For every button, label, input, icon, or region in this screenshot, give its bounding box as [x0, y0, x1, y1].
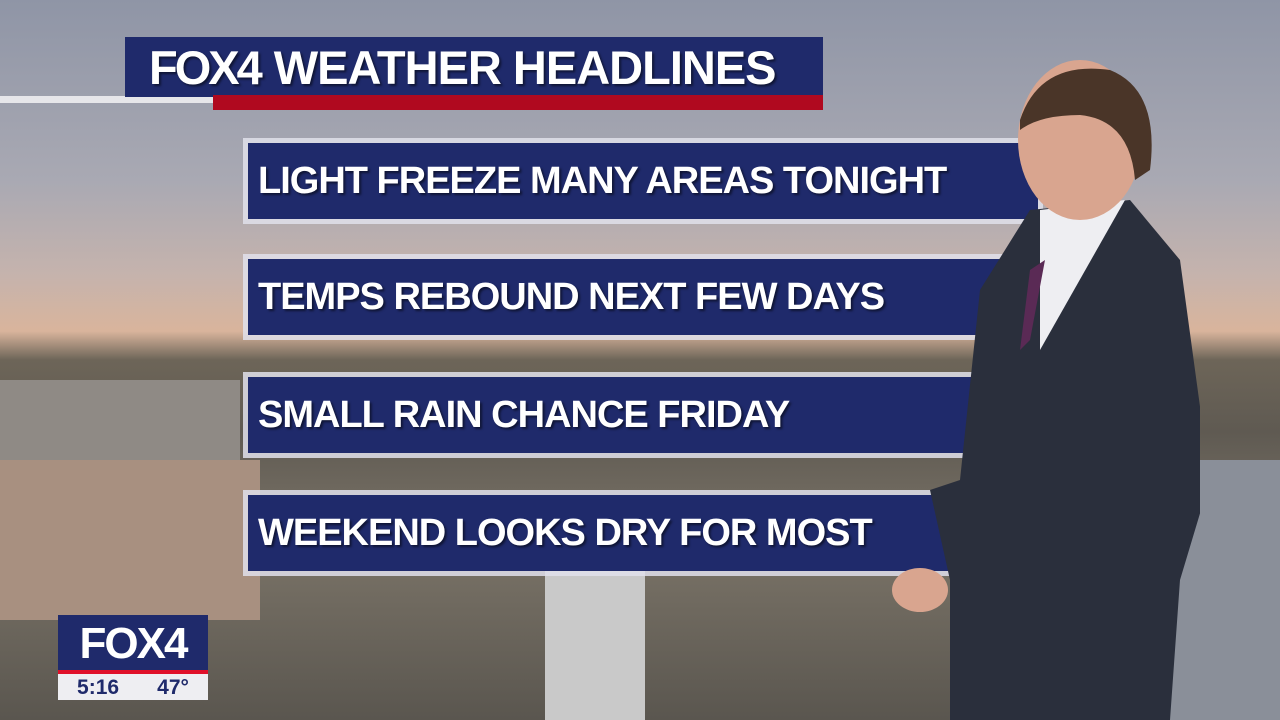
building: [545, 570, 645, 720]
headline-3: SMALL RAIN CHANCE FRIDAY: [243, 372, 1043, 458]
header-accent-line: [0, 96, 213, 103]
building: [0, 380, 240, 460]
bug-divider: [58, 670, 208, 674]
building: [0, 460, 260, 620]
headline-1: LIGHT FREEZE MANY AREAS TONIGHT: [243, 138, 1043, 224]
headline-text: SMALL RAIN CHANCE FRIDAY: [248, 377, 1038, 453]
current-temperature: 47°: [157, 676, 189, 699]
page-title: WEATHER HEADLINES: [273, 41, 777, 94]
clock-time: 5:16: [77, 676, 120, 699]
header-red-bar: [213, 95, 823, 110]
fox4-logo: FOX4: [149, 41, 263, 94]
station-bug: FOX4 5:16 47°: [58, 615, 208, 700]
header-banner: FOX4 WEATHER HEADLINES: [125, 37, 823, 97]
headline-4: WEEKEND LOOKS DRY FOR MOST: [243, 490, 1043, 576]
headline-2: TEMPS REBOUND NEXT FEW DAYS: [243, 254, 1043, 340]
fox4-logo: FOX4: [58, 615, 208, 670]
meteorologist: [892, 60, 1200, 720]
headline-text: LIGHT FREEZE MANY AREAS TONIGHT: [248, 143, 1038, 219]
headline-text: TEMPS REBOUND NEXT FEW DAYS: [248, 259, 1038, 335]
headline-text: WEEKEND LOOKS DRY FOR MOST: [248, 495, 1038, 571]
